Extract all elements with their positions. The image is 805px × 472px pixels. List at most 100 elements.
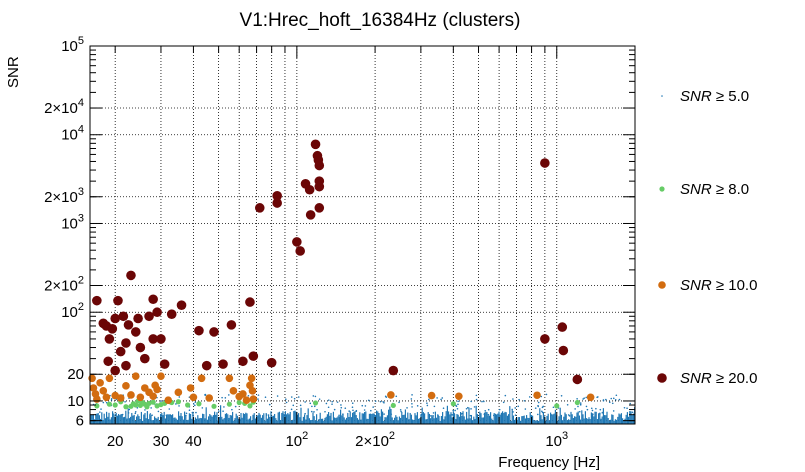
data-point xyxy=(149,392,157,401)
data-point xyxy=(88,374,96,383)
noise-floor-point xyxy=(223,406,225,408)
noise-floor-point xyxy=(517,405,520,408)
noise-floor-point xyxy=(536,413,539,416)
data-point xyxy=(305,210,316,220)
data-point xyxy=(427,391,436,400)
noise-floor-point xyxy=(611,402,614,405)
data-point xyxy=(148,334,158,344)
noise-floor-point xyxy=(168,408,171,410)
noise-floor-point xyxy=(185,412,188,415)
data-point xyxy=(574,399,580,406)
noise-floor-point xyxy=(383,413,385,415)
noise-floor-point xyxy=(426,404,429,407)
noise-floor-point xyxy=(352,409,354,412)
y-tick-label: 2×104 xyxy=(44,97,84,117)
noise-floor-point xyxy=(374,400,377,402)
noise-floor-point xyxy=(577,405,579,408)
data-point xyxy=(174,388,183,397)
data-point xyxy=(248,351,259,361)
noise-floor-point xyxy=(353,415,356,417)
noise-floor-point xyxy=(299,404,302,407)
noise-floor-point xyxy=(452,409,455,412)
noise-floor-point xyxy=(512,398,514,400)
data-point xyxy=(225,374,234,383)
noise-floor-point xyxy=(487,408,490,411)
noise-floor-point xyxy=(313,411,315,413)
noise-floor-point xyxy=(537,401,540,404)
noise-floor-point xyxy=(457,403,459,406)
data-point xyxy=(239,390,247,398)
y-axis-label: SNR xyxy=(5,56,22,88)
data-point xyxy=(236,399,242,406)
data-point xyxy=(126,270,136,281)
noise-floor-point xyxy=(492,414,495,417)
noise-floor-point xyxy=(411,394,413,396)
noise-floor-point xyxy=(342,413,344,416)
noise-floor-point xyxy=(537,405,540,408)
noise-floor-point xyxy=(550,414,553,416)
noise-floor-point xyxy=(383,402,385,404)
noise-floor-point xyxy=(473,406,476,408)
data-points xyxy=(88,139,636,424)
noise-floor-point xyxy=(290,408,293,411)
noise-floor-point xyxy=(523,400,526,402)
noise-floor-point xyxy=(331,400,333,403)
data-point xyxy=(292,237,302,247)
legend-item: SNR ≥ 5.0 xyxy=(661,88,749,105)
data-point xyxy=(123,404,129,410)
noise-floor-point xyxy=(484,409,487,412)
data-point xyxy=(121,338,131,348)
data-point xyxy=(557,322,568,332)
noise-floor-point xyxy=(144,409,146,411)
data-point xyxy=(312,400,319,406)
noise-floor-point xyxy=(348,410,350,412)
data-point xyxy=(314,181,325,192)
noise-floor-point xyxy=(602,411,605,413)
noise-floor-point xyxy=(440,398,442,401)
data-point xyxy=(558,345,569,356)
noise-floor-point xyxy=(285,401,288,404)
noise-floor-point xyxy=(518,398,520,401)
noise-floor-point xyxy=(367,399,370,402)
noise-floor-point xyxy=(257,398,259,400)
noise-floor-point xyxy=(541,410,543,413)
noise-floor-point xyxy=(456,407,459,410)
data-point xyxy=(106,401,112,407)
noise-floor-point xyxy=(416,405,419,407)
noise-floor-point xyxy=(483,413,486,415)
data-point xyxy=(205,394,214,402)
noise-floor-point xyxy=(361,404,364,407)
noise-floor-point xyxy=(265,414,268,416)
data-point xyxy=(272,198,282,208)
noise-floor-point xyxy=(511,408,513,411)
noise-floor-point xyxy=(615,394,618,397)
noise-floor-point xyxy=(331,403,333,405)
x-tick-label: 2×102 xyxy=(355,430,395,450)
x-tick-label: 103 xyxy=(545,430,568,450)
noise-floor-point xyxy=(428,398,430,401)
y-tick-label: 10 xyxy=(67,393,84,410)
data-point xyxy=(242,396,251,404)
noise-floor-point xyxy=(437,414,439,417)
noise-floor-point xyxy=(475,394,478,397)
noise-floor-point xyxy=(192,403,195,405)
data-point xyxy=(150,399,156,405)
noise-floor-point xyxy=(314,395,317,398)
noise-floor-point xyxy=(224,397,227,399)
noise-floor-point xyxy=(504,394,507,397)
data-point xyxy=(238,356,248,367)
noise-floor-point xyxy=(336,401,339,403)
data-point xyxy=(127,391,135,399)
noise-floor-point xyxy=(442,407,445,410)
noise-floor-point xyxy=(102,401,105,404)
data-point xyxy=(211,403,217,409)
noise-floor-point xyxy=(398,401,400,404)
data-point xyxy=(123,320,134,330)
data-point xyxy=(102,393,111,402)
plot-frame xyxy=(89,45,636,425)
noise-floor-point xyxy=(379,400,382,403)
data-point xyxy=(229,387,238,395)
noise-floor-point xyxy=(618,398,621,401)
noise-floor-point xyxy=(400,410,402,413)
data-point xyxy=(247,374,256,383)
